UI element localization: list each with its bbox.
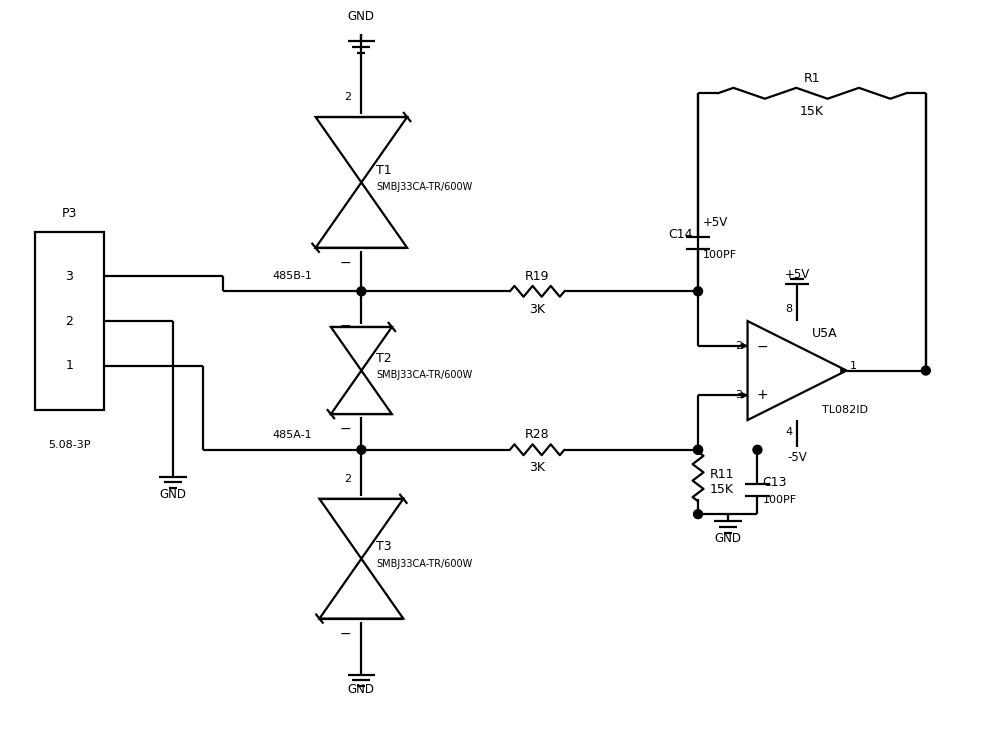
Text: 2: 2	[735, 341, 743, 351]
Text: C14: C14	[669, 228, 693, 241]
Text: −: −	[340, 626, 351, 641]
Text: T3: T3	[376, 540, 392, 553]
Text: 3K: 3K	[529, 303, 545, 315]
Text: −: −	[340, 422, 351, 436]
Text: 100PF: 100PF	[703, 249, 737, 260]
Text: 485A-1: 485A-1	[272, 430, 312, 440]
Bar	[35, 232, 104, 410]
Polygon shape	[742, 392, 748, 398]
Text: SMBJ33CA-TR/600W: SMBJ33CA-TR/600W	[376, 370, 472, 381]
Text: 3: 3	[65, 270, 73, 283]
Circle shape	[357, 445, 366, 454]
Text: R28: R28	[525, 428, 549, 442]
Text: 4: 4	[785, 427, 792, 437]
Text: 100PF: 100PF	[762, 495, 797, 505]
Text: R1: R1	[804, 72, 820, 85]
Text: 15K: 15K	[710, 483, 734, 496]
Text: -5V: -5V	[787, 451, 807, 464]
Text: 3K: 3K	[529, 461, 545, 474]
Text: 485B-1: 485B-1	[272, 271, 312, 282]
Text: 5.08-3P: 5.08-3P	[48, 440, 91, 450]
Text: 2: 2	[344, 474, 351, 484]
Text: −: −	[340, 255, 351, 270]
Text: $-$: $-$	[756, 339, 768, 353]
Text: R19: R19	[525, 270, 549, 283]
Circle shape	[694, 510, 703, 519]
Text: GND: GND	[714, 532, 741, 545]
Circle shape	[694, 445, 703, 454]
Text: GND: GND	[348, 10, 375, 23]
Text: P3: P3	[62, 207, 77, 220]
Circle shape	[694, 445, 703, 454]
Text: 15K: 15K	[800, 104, 824, 118]
Circle shape	[357, 287, 366, 296]
Text: T1: T1	[376, 164, 392, 177]
Text: GND: GND	[348, 683, 375, 696]
Text: 2: 2	[344, 92, 351, 102]
Text: 8: 8	[785, 304, 792, 314]
Text: R11: R11	[710, 468, 734, 481]
Text: 3: 3	[736, 391, 743, 400]
Text: +5V: +5V	[703, 216, 728, 228]
Text: −: −	[340, 319, 351, 333]
Text: +5V: +5V	[784, 268, 810, 281]
Text: 1: 1	[65, 359, 73, 372]
Text: SMBJ33CA-TR/600W: SMBJ33CA-TR/600W	[376, 559, 472, 569]
Text: C13: C13	[762, 476, 787, 489]
Polygon shape	[742, 342, 748, 348]
Circle shape	[921, 366, 930, 375]
Text: T2: T2	[376, 352, 392, 365]
Text: U5A: U5A	[812, 327, 838, 340]
Text: TL082ID: TL082ID	[822, 405, 868, 415]
Circle shape	[753, 445, 762, 454]
Text: $+$: $+$	[756, 388, 768, 403]
Text: 1: 1	[850, 360, 857, 370]
Text: 2: 2	[65, 315, 73, 327]
Circle shape	[694, 287, 703, 296]
Text: GND: GND	[160, 488, 187, 501]
Polygon shape	[841, 367, 847, 373]
Text: SMBJ33CA-TR/600W: SMBJ33CA-TR/600W	[376, 182, 472, 192]
